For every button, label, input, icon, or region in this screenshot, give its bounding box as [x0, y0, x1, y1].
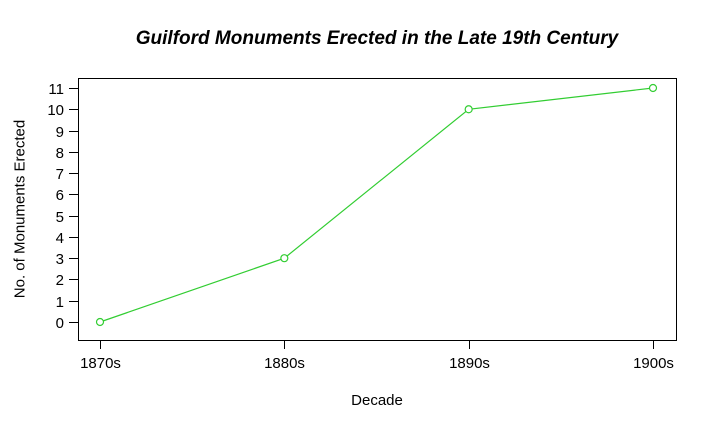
x-axis-title: Decade [351, 392, 403, 409]
y-tick-label: 6 [56, 187, 64, 204]
data-point-marker [95, 317, 105, 327]
x-tick-label: 1870s [80, 355, 121, 372]
y-tick-label: 4 [56, 230, 64, 247]
data-point-marker [464, 105, 473, 114]
data-point-marker [280, 254, 289, 263]
x-tick-label: 1900s [633, 355, 674, 372]
plot-frame [77, 77, 678, 342]
y-axis-title: No. of Monuments Erected [11, 119, 29, 299]
chart-title: Guilford Monuments Erected in the Late 1… [135, 28, 619, 49]
y-tick-label: 8 [56, 145, 64, 162]
x-tick-label: 1890s [449, 355, 490, 372]
y-tick-label: 7 [56, 166, 64, 183]
y-tick-label: 11 [48, 81, 64, 98]
x-tick-label: 1880s [264, 355, 305, 372]
y-tick-label: 3 [56, 251, 64, 268]
y-tick-label: 0 [56, 315, 64, 332]
series-line [99, 87, 654, 323]
y-tick-label: 1 [56, 294, 64, 311]
y-tick-label: 10 [47, 102, 64, 119]
y-tick-label: 5 [56, 209, 64, 226]
y-tick-label: 2 [56, 272, 64, 289]
data-point-marker [648, 83, 658, 93]
y-tick-label: 9 [56, 124, 64, 141]
